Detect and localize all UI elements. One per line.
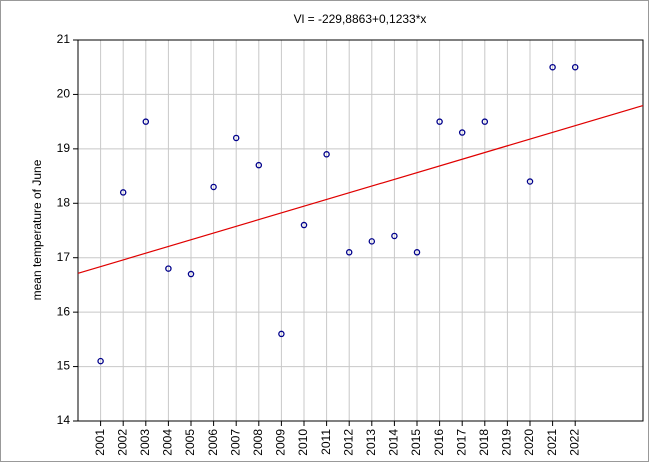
x-tick-label: 2018 xyxy=(477,429,491,456)
x-tick-label: 2015 xyxy=(409,429,423,456)
point xyxy=(436,118,443,125)
x-tick-label: 2001 xyxy=(93,429,107,456)
x-tick-label: 2012 xyxy=(341,429,355,456)
point xyxy=(323,151,330,158)
x-tick-label: 2016 xyxy=(432,429,446,456)
point xyxy=(300,221,308,229)
x-tick-label: 2009 xyxy=(274,429,288,456)
y-tick-label: 15 xyxy=(57,359,71,373)
x-tick-label: 2005 xyxy=(183,429,197,456)
point xyxy=(142,118,150,125)
x-tick-label: 2017 xyxy=(454,429,468,456)
y-tick-label: 18 xyxy=(57,195,71,209)
x-tick-label: 2019 xyxy=(500,429,514,456)
x-tick-label: 2006 xyxy=(206,429,220,456)
x-tick-label: 2020 xyxy=(522,429,536,456)
x-tick-label: 2013 xyxy=(364,429,378,456)
chart-title: Vl = -229,8863+0,1233*x xyxy=(294,12,427,26)
x-tick-label: 2002 xyxy=(115,429,129,456)
point xyxy=(187,270,195,278)
point xyxy=(165,265,172,272)
point xyxy=(278,330,285,338)
x-tick-label: 2007 xyxy=(228,429,242,456)
x-tick-label: 2010 xyxy=(296,429,310,456)
point xyxy=(549,63,556,71)
point xyxy=(458,129,466,136)
regression-line xyxy=(77,104,644,274)
point xyxy=(345,249,353,256)
x-tick-label: 2022 xyxy=(567,429,581,456)
y-axis-label: mean temperature of June xyxy=(30,159,44,300)
y-tick-label: 21 xyxy=(57,32,71,46)
x-tick-label: 2014 xyxy=(387,429,401,456)
point xyxy=(481,118,489,125)
point xyxy=(391,232,398,240)
point xyxy=(413,249,421,256)
point xyxy=(526,178,534,185)
x-tick-label: 2008 xyxy=(251,429,265,456)
point xyxy=(210,183,217,191)
point xyxy=(368,238,376,245)
y-tick-label: 17 xyxy=(57,250,71,264)
y-tick-label: 20 xyxy=(57,87,71,101)
x-tick-label: 2011 xyxy=(319,429,333,455)
point xyxy=(97,357,104,365)
x-tick-label: 2004 xyxy=(161,429,175,456)
plot-frame xyxy=(77,39,644,422)
point xyxy=(571,63,579,71)
x-tick-label: 2021 xyxy=(545,429,559,456)
y-tick-label: 14 xyxy=(57,413,71,427)
point xyxy=(119,189,127,196)
y-tick-label: 16 xyxy=(57,304,71,318)
x-tick-label: 2003 xyxy=(138,429,152,456)
y-tick-label: 19 xyxy=(57,141,71,155)
point xyxy=(255,161,263,169)
point xyxy=(232,134,240,142)
